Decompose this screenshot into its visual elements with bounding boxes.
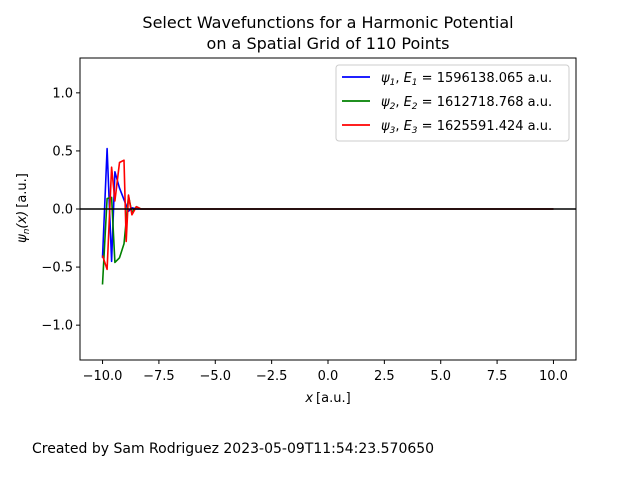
y-tick-label: 0.0	[52, 203, 73, 218]
legend-entry: ψ3, E3 = 1625591.424 a.u.	[381, 119, 552, 136]
chart-title-line-2: on a Spatial Grid of 110 Points	[207, 34, 450, 53]
y-axis-variable: ψ	[15, 234, 30, 243]
x-tick-label: −2.5	[256, 369, 288, 384]
x-tick-label: −7.5	[143, 369, 175, 384]
legend-box	[335, 64, 570, 142]
legend-entry: ψ2, E2 = 1612718.768 a.u.	[381, 95, 552, 112]
series-line-ψ3	[101, 159, 554, 271]
y-axis-subscript: n	[22, 228, 32, 234]
legend: ψ1, E1 = 1596138.065 a.u. ψ2, E2 = 161271…	[335, 64, 570, 142]
x-tick-label: 2.5	[374, 369, 395, 384]
x-tick-label: 5.0	[430, 369, 451, 384]
ticks-layer: −10.0 −7.5 −5.0 −2.5 0.0 2.5 5.0 7.5 10.0 −1.0 −0.…	[41, 86, 568, 384]
y-tick-label: 1.0	[52, 86, 73, 101]
x-tick-label: 0.0	[318, 369, 339, 384]
x-tick-label: 10.0	[539, 369, 568, 384]
y-axis-unit: [a.u.]	[15, 173, 30, 208]
x-tick-label: 7.5	[487, 369, 508, 384]
x-axis-unit: [a.u.]	[316, 391, 351, 406]
x-tick-label: −5.0	[199, 369, 231, 384]
series-line-ψ1	[101, 147, 554, 263]
legend-items: ψ1, E1 = 1596138.065 a.u. ψ2, E2 = 161271…	[342, 71, 552, 136]
footer-credit: Created by Sam Rodriguez 2023-05-09T11:5…	[32, 441, 434, 457]
y-tick-label: −0.5	[41, 261, 73, 276]
x-axis-label: x [a.u.]	[304, 391, 350, 406]
chart-title-line-1: Select Wavefunctions for a Harmonic Pote…	[142, 13, 513, 32]
x-tick-label: −10.0	[83, 369, 123, 384]
y-tick-label: 0.5	[52, 144, 73, 159]
y-tick-label: −1.0	[41, 319, 73, 334]
legend-entry: ψ1, E1 = 1596138.065 a.u.	[381, 71, 552, 88]
series-layer	[80, 147, 576, 285]
y-axis-label: ψn(x) [a.u.]	[15, 173, 32, 243]
y-axis-argument: (x)	[15, 211, 30, 229]
x-axis-variable: x	[304, 391, 313, 406]
